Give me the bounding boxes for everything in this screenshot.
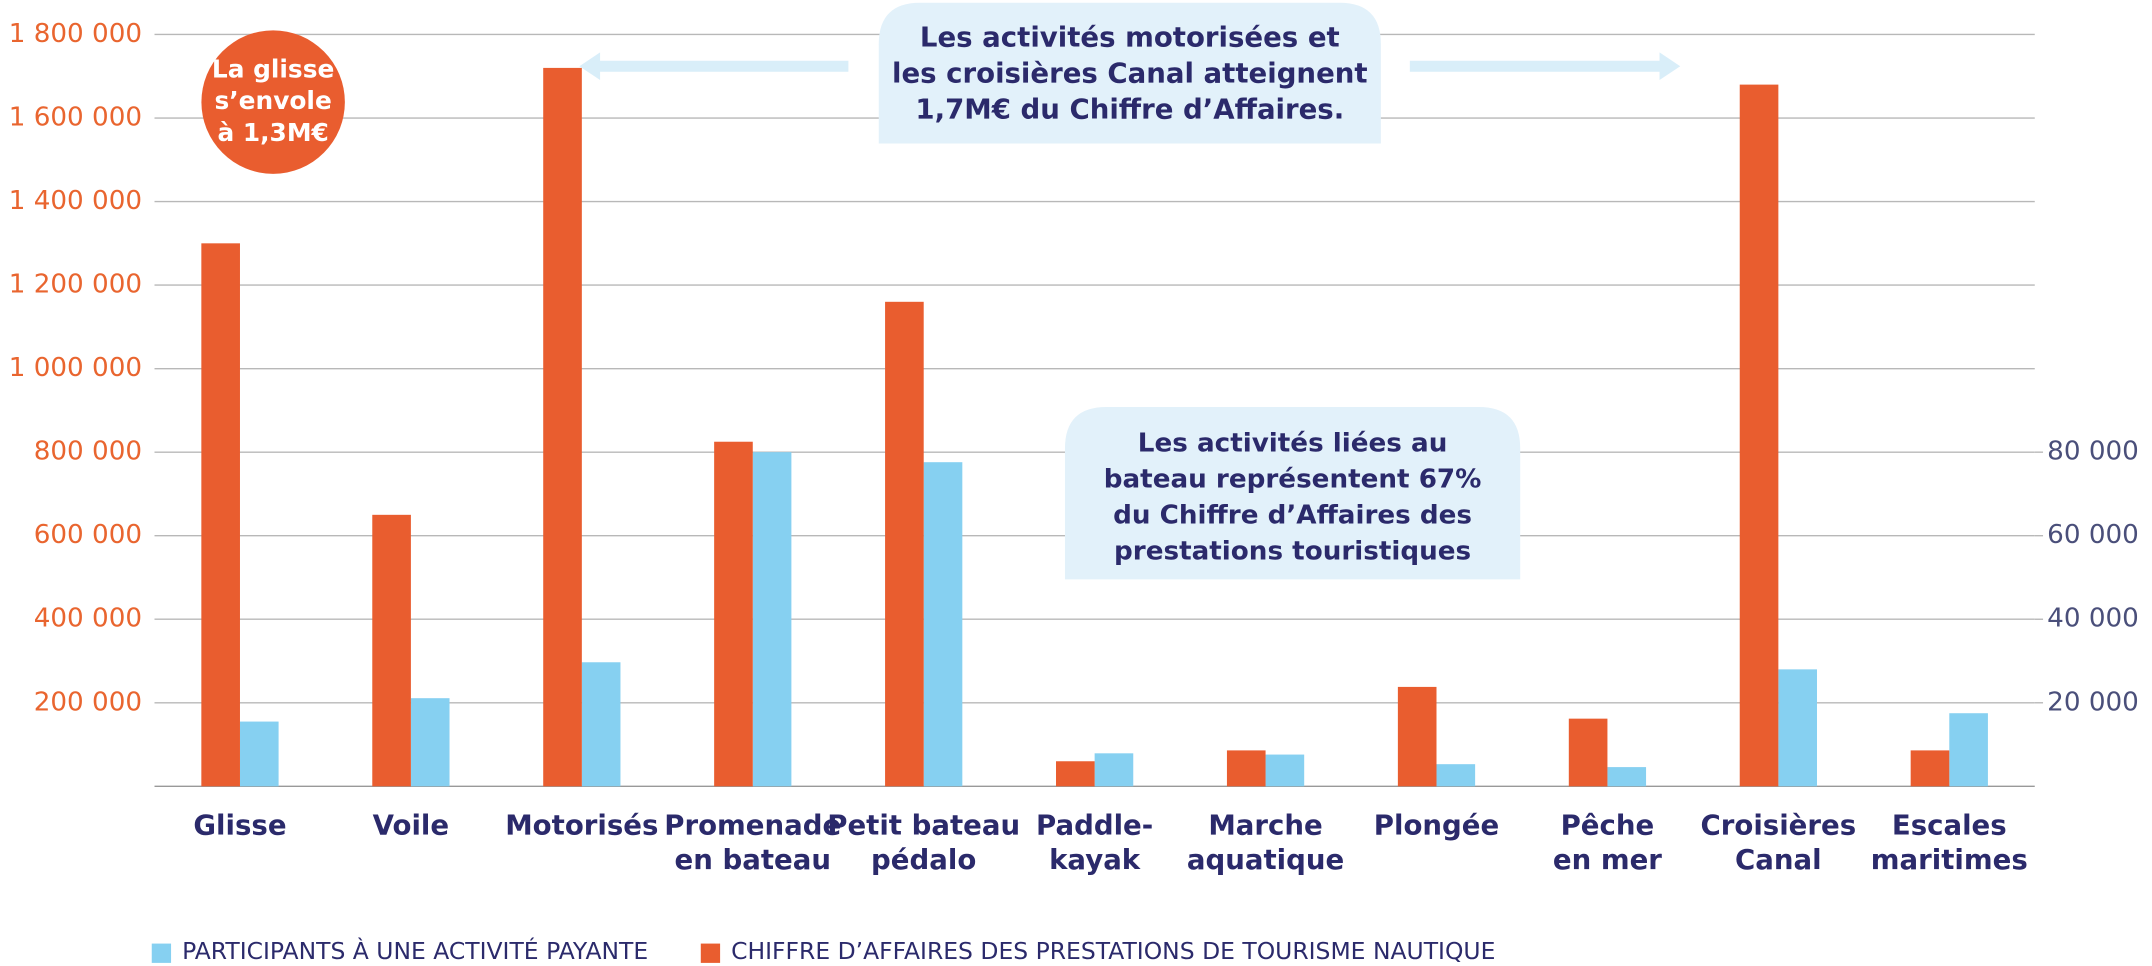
arrow-right (1409, 52, 1681, 81)
bar (1056, 761, 1095, 787)
y2-tick-label: 20 000 (2047, 687, 2139, 717)
y2-tick-label: 80 000 (2047, 437, 2139, 467)
bar (1949, 713, 1988, 787)
annotation-line: 1,7M€ du Chiffre d’Affaires. (915, 92, 1344, 125)
bar (1094, 753, 1134, 787)
x-tick-label: Petit bateau pédalo (827, 808, 1021, 876)
x-tick-label: Croisières Canal (1700, 808, 1857, 876)
bar (1265, 754, 1305, 787)
annotation-line: à 1,3M€ (217, 118, 328, 147)
bar (1778, 669, 1817, 787)
callout-circle (201, 30, 345, 174)
bar (1607, 767, 1647, 787)
bar (923, 462, 963, 787)
x-tick-label: Voile (372, 808, 450, 842)
y-tick-label: 1 600 000 (9, 103, 142, 133)
x-tick-label: Paddle- kayak (1036, 808, 1154, 876)
y-tick-label: 1 000 000 (9, 353, 142, 383)
x-tick-label: Promenade en bateau (664, 808, 842, 876)
annotation-line: Les activités motorisées et (920, 21, 1340, 54)
y-tick-label: 200 000 (34, 687, 142, 717)
y2-tick-label: 60 000 (2047, 520, 2139, 550)
bar (372, 514, 411, 787)
annotation-line: bateau représentent 67% (1104, 465, 1482, 495)
y-tick-label: 1 200 000 (9, 270, 142, 300)
y2-tick-label: 40 000 (2047, 604, 2139, 634)
y-tick-label: 1 800 000 (9, 19, 142, 49)
x-tick-label: Motorisés (505, 808, 659, 842)
annotation-line: Les activités liées au (1138, 429, 1448, 459)
bar (543, 67, 582, 787)
legend-swatch (700, 943, 721, 963)
bar (1436, 764, 1476, 787)
annotation-line: s’envole (214, 86, 331, 115)
annotation-line: La glisse (212, 54, 334, 83)
bar (239, 721, 279, 787)
legend-label: PARTICIPANTS À UNE ACTIVITÉ PAYANTE (182, 938, 649, 966)
bar (1739, 84, 1779, 787)
bar (714, 441, 753, 787)
y-tick-label: 400 000 (34, 604, 142, 634)
bar (752, 452, 792, 787)
x-tick-label: Escales maritimes (1870, 808, 2028, 876)
y-tick-label: 1 400 000 (9, 186, 142, 216)
bar (201, 243, 240, 787)
arrow-left (579, 52, 849, 81)
bar (581, 662, 621, 787)
annotation-line: les croisières Canal atteignent (892, 56, 1368, 89)
callout-box (878, 2, 1381, 144)
bar (885, 301, 924, 787)
legend-label: CHIFFRE D’AFFAIRES DES PRESTATIONS DE TO… (731, 938, 1496, 966)
x-tick-label: Marche aquatique (1186, 808, 1345, 876)
callout-box (1064, 406, 1521, 580)
x-tick-label: Glisse (193, 808, 287, 842)
x-tick-label: Plongée (1373, 808, 1500, 842)
bar (1910, 750, 1950, 787)
bar (410, 698, 450, 787)
y-tick-label: 600 000 (34, 520, 142, 550)
legend-swatch (151, 943, 172, 963)
bar (1397, 686, 1437, 787)
y-tick-label: 800 000 (34, 437, 142, 467)
bar (1568, 718, 1608, 787)
x-tick-label: Pêche en mer (1552, 808, 1662, 876)
bar (1226, 750, 1266, 787)
annotation-line: prestations touristiques (1114, 536, 1471, 566)
annotation-line: du Chiffre d’Affaires des (1113, 500, 1472, 530)
